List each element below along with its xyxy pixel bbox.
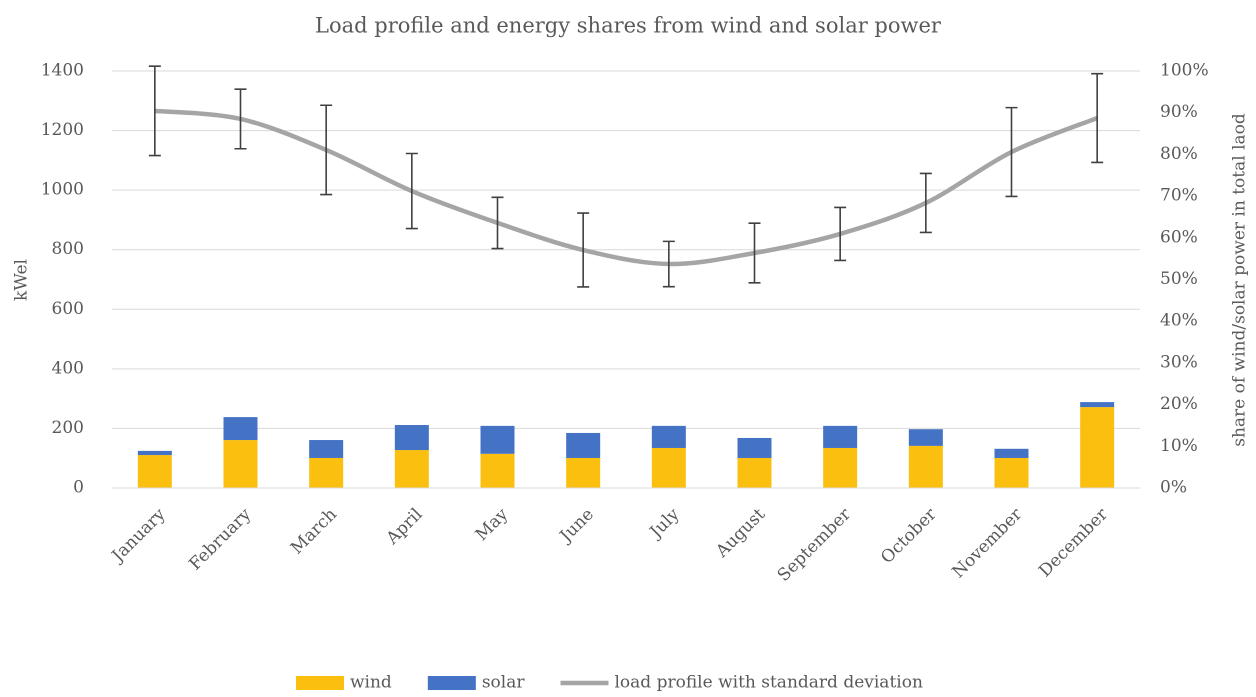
bar [223,440,258,488]
bar [737,437,772,458]
y2-tick-label: 90% [1160,102,1198,122]
error-bar [662,240,675,288]
bar [137,450,172,456]
error-bar [748,222,761,284]
bar [309,440,344,458]
bar [566,457,601,488]
bar [480,453,515,488]
x-tick-label: December [1035,504,1112,581]
bar [394,425,429,451]
x-tick-label: March [287,505,341,559]
x-tick-label: February [185,504,255,574]
bar [309,457,344,488]
error-bar [405,152,418,230]
y2-tick-label: 100% [1160,61,1209,81]
error-bar [148,65,161,157]
error-bar [320,104,333,196]
legend-swatch [296,676,344,690]
y-tick-label: 400 [52,358,84,378]
bar [137,455,172,488]
y-tick-label: 0 [73,478,84,498]
bar [394,450,429,488]
y2-tick-label: 80% [1160,144,1198,164]
bar [651,425,686,448]
y2-axis-label: share of wind/solar power in total laod [1230,113,1250,447]
x-tick-label: September [774,504,856,586]
bar [994,448,1029,458]
error-bar [491,196,504,250]
y2-tick-label: 40% [1160,311,1198,331]
bar [1080,407,1115,488]
error-bar [1091,72,1104,164]
error-bar [919,172,932,234]
bar [1080,402,1115,408]
error-bar [577,212,590,288]
bar [823,447,858,488]
y-tick-label: 1200 [41,120,84,140]
legend-label: wind [350,673,392,693]
y-axis-label: kWel [12,259,32,301]
bar [994,457,1029,488]
line [154,108,1098,267]
x-tick-label: January [107,504,170,567]
chart-title: Load profile and energy shares from wind… [315,14,942,38]
legend-label: load profile with standard deviation [615,673,923,693]
legend-label: solar [482,673,526,693]
y2-tick-label: 60% [1160,227,1198,247]
y2-tick-label: 0% [1160,478,1187,498]
x-tick-label: July [645,504,684,543]
y2-tick-label: 50% [1160,269,1198,289]
bar [223,417,258,441]
bar [651,447,686,488]
bar [566,432,601,458]
bar [908,429,943,446]
x-tick-label: May [472,504,513,545]
x-tick-label: August [711,504,769,562]
y2-tick-label: 10% [1160,436,1198,456]
x-tick-label: June [555,505,598,548]
error-bar [1005,106,1018,198]
error-bar [834,206,847,262]
x-tick-label: April [382,505,427,550]
bar [480,425,515,454]
bar [908,445,943,488]
bar [823,425,858,448]
legend-swatch [427,676,476,690]
x-tick-label: October [877,504,941,568]
y2-tick-label: 30% [1160,352,1198,372]
y-tick-label: 1400 [41,61,84,81]
y-tick-label: 600 [52,299,84,319]
y-tick-label: 800 [52,239,84,259]
y-tick-label: 200 [52,418,84,438]
y2-tick-label: 70% [1160,186,1198,206]
y-tick-label: 1000 [41,180,84,200]
error-bar [234,88,247,150]
x-tick-label: November [948,504,1026,582]
y2-tick-label: 20% [1160,394,1198,414]
bar [737,457,772,488]
